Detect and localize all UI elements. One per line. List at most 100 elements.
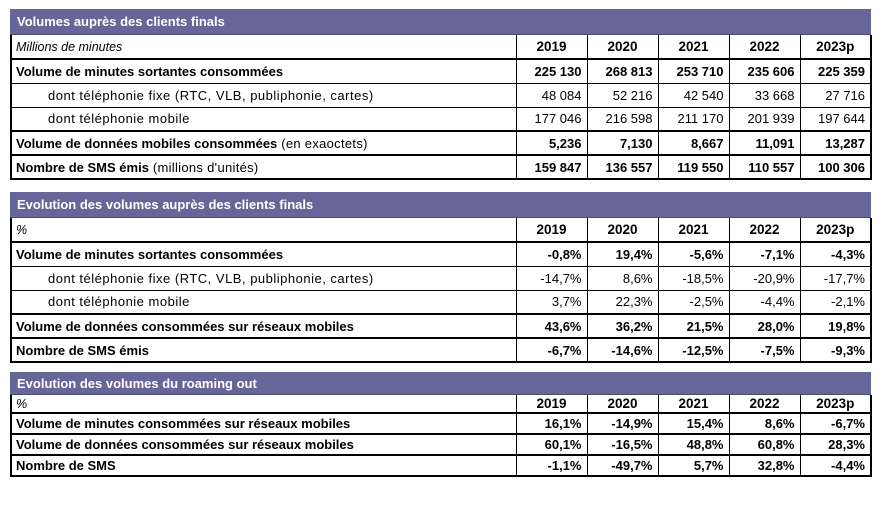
value-cell: 43,6% [515, 314, 587, 338]
year-column-header: 2022 [728, 395, 800, 413]
row-label: Volume de données mobiles consommées (en… [16, 135, 368, 151]
value-cell: 225 359 [799, 59, 871, 83]
value-cell: 28,0% [728, 314, 800, 338]
value-cell: 235 606 [728, 59, 800, 83]
value-cell: -14,9% [586, 413, 658, 434]
table-evolution-roaming-out: Evolution des volumes du roaming out % 2… [10, 372, 872, 477]
year-column-header: 2020 [586, 218, 658, 242]
table-row: dont téléphonie mobile 177 046 216 598 211 … [11, 107, 871, 131]
value-cell: 13,287 [799, 131, 871, 155]
year-column-header: 2023p [799, 35, 871, 59]
value-cell: -20,9% [728, 266, 800, 290]
value-cell: -4,4% [799, 455, 871, 476]
value-cell: -2,1% [799, 290, 871, 314]
value-cell: 48,8% [657, 434, 729, 455]
value-cell: 22,3% [586, 290, 658, 314]
year-column-header: 2023p [799, 395, 871, 413]
value-cell: 216 598 [586, 107, 658, 131]
year-column-header: 2019 [515, 35, 587, 59]
value-cell: -7,1% [728, 242, 800, 266]
row-label: Volume de données consommées sur réseaux… [16, 318, 354, 334]
unit-label: % [16, 222, 28, 237]
value-cell: -6,7% [515, 338, 587, 362]
value-cell: -49,7% [586, 455, 658, 476]
value-cell: 3,7% [515, 290, 587, 314]
year-column-header: 2019 [515, 395, 587, 413]
table-row: Nombre de SMS -1,1% -49,7% 5,7% 32,8% -4,4% [11, 455, 871, 476]
value-cell: 201 939 [728, 107, 800, 131]
row-label: dont téléphonie mobile [48, 294, 190, 310]
value-cell: -18,5% [657, 266, 729, 290]
value-cell: -0,8% [515, 242, 587, 266]
value-cell: 8,6% [728, 413, 800, 434]
unit-label: Millions de minutes [16, 39, 123, 54]
value-cell: -4,4% [728, 290, 800, 314]
year-column-header: 2021 [657, 35, 729, 59]
unit-label: % [16, 396, 28, 411]
table-title: Evolution des volumes auprès des clients… [10, 192, 871, 218]
table-row: Volume de minutes sortantes consommées 22… [11, 59, 871, 83]
value-cell: -2,5% [657, 290, 729, 314]
year-column-header: 2020 [586, 395, 658, 413]
table-row: Volume de minutes consommées sur réseaux… [11, 413, 871, 434]
row-label: Volume de minutes consommées sur réseaux… [16, 416, 351, 431]
row-label: dont téléphonie mobile [48, 111, 190, 127]
value-cell: 197 644 [799, 107, 871, 131]
value-cell: 60,8% [728, 434, 800, 455]
row-label: dont téléphonie fixe (RTC, VLB, publipho… [48, 87, 374, 103]
value-cell: 27 716 [799, 83, 871, 107]
row-label: Nombre de SMS [16, 458, 116, 473]
table-row: dont téléphonie fixe (RTC, VLB, publipho… [11, 266, 871, 290]
table-row: Nombre de SMS émis -6,7% -14,6% -12,5% -7,5%… [11, 338, 871, 362]
document-page: Volumes auprès des clients finals Millio… [10, 9, 872, 477]
row-label: Nombre de SMS émis (millions d'unités) [16, 159, 259, 175]
value-cell: 225 130 [515, 59, 587, 83]
table-evolution-clients-finals: Evolution des volumes auprès des clients… [10, 192, 872, 363]
data-table: % 2019 2020 2021 2022 2023p Volume de mi… [10, 218, 872, 363]
value-cell: 5,236 [515, 131, 587, 155]
value-cell: 32,8% [728, 455, 800, 476]
value-cell: 28,3% [799, 434, 871, 455]
value-cell: 7,130 [586, 131, 658, 155]
year-column-header: 2022 [728, 35, 800, 59]
row-label: Nombre de SMS émis [16, 342, 149, 358]
year-header-row: % 2019 2020 2021 2022 2023p [11, 218, 871, 242]
value-cell: 253 710 [657, 59, 729, 83]
year-column-header: 2022 [728, 218, 800, 242]
table-row: Volume de données consommées sur réseaux… [11, 434, 871, 455]
value-cell: 110 557 [728, 155, 800, 179]
value-cell: 19,4% [586, 242, 658, 266]
table-row: dont téléphonie mobile 3,7% 22,3% -2,5% -4,4… [11, 290, 871, 314]
value-cell: 36,2% [586, 314, 658, 338]
value-cell: -4,3% [799, 242, 871, 266]
value-cell: 48 084 [515, 83, 587, 107]
data-table: Millions de minutes 2019 2020 2021 2022 … [10, 35, 872, 180]
value-cell: -12,5% [657, 338, 729, 362]
value-cell: 119 550 [657, 155, 729, 179]
year-column-header: 2021 [657, 395, 729, 413]
value-cell: -1,1% [515, 455, 587, 476]
table-row: Volume de données consommées sur réseaux… [11, 314, 871, 338]
value-cell: 52 216 [586, 83, 658, 107]
table-row: Volume de données mobiles consommées (en… [11, 131, 871, 155]
year-column-header: 2021 [657, 218, 729, 242]
table-title: Volumes auprès des clients finals [10, 9, 871, 35]
value-cell: -14,6% [586, 338, 658, 362]
year-column-header: 2023p [799, 218, 871, 242]
value-cell: 42 540 [657, 83, 729, 107]
year-column-header: 2020 [586, 35, 658, 59]
value-cell: 15,4% [657, 413, 729, 434]
year-header-row: % 2019 2020 2021 2022 2023p [11, 395, 871, 413]
value-cell: -7,5% [728, 338, 800, 362]
value-cell: 5,7% [657, 455, 729, 476]
row-label: Volume de minutes sortantes consommées [16, 246, 284, 262]
value-cell: 211 170 [657, 107, 729, 131]
table-row: dont téléphonie fixe (RTC, VLB, publipho… [11, 83, 871, 107]
value-cell: 159 847 [515, 155, 587, 179]
row-label: Volume de minutes sortantes consommées [16, 63, 284, 79]
year-column-header: 2019 [515, 218, 587, 242]
value-cell: 268 813 [586, 59, 658, 83]
value-cell: 100 306 [799, 155, 871, 179]
value-cell: -17,7% [799, 266, 871, 290]
value-cell: 136 557 [586, 155, 658, 179]
